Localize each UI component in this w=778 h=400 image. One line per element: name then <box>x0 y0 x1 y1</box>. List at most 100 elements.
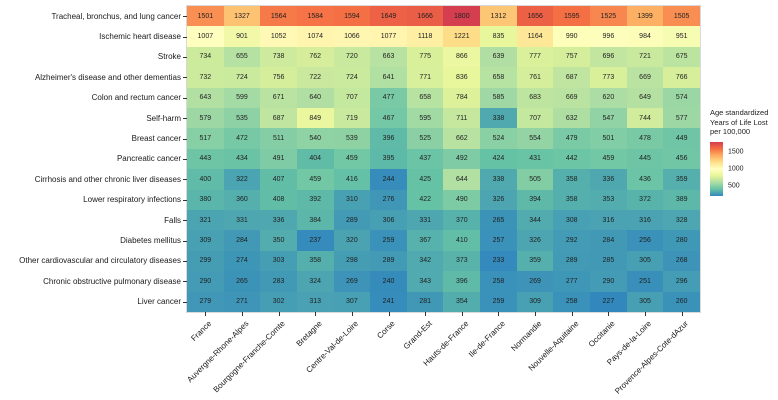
heatmap-cell: 836 <box>443 67 481 88</box>
y-axis-tick <box>183 301 187 303</box>
heatmap-cell: 237 <box>296 230 334 251</box>
x-axis-label: Bourgogne-Franche-Comte <box>211 319 287 395</box>
heatmap-cell: 687 <box>260 107 297 129</box>
heatmap-cell: 326 <box>480 189 517 210</box>
heatmap-cell: 554 <box>516 128 554 149</box>
heatmap-cell: 724 <box>223 67 261 88</box>
heatmap-cell: 722 <box>296 67 334 88</box>
heatmap-cell: 720 <box>333 46 371 68</box>
heatmap-cell: 289 <box>370 250 407 272</box>
heatmap-cell: 360 <box>223 189 261 210</box>
heatmap-cell: 269 <box>516 271 554 292</box>
heatmap-cell: 290 <box>590 271 627 292</box>
heatmap-cell: 640 <box>296 87 334 108</box>
y-axis-tick <box>183 240 187 242</box>
heatmap-cell: 396 <box>443 271 481 292</box>
heatmap-cell: 675 <box>663 46 700 68</box>
heatmap-cell: 951 <box>663 26 700 47</box>
y-axis-label: Liver cancer <box>137 297 181 307</box>
x-axis-tick <box>425 312 427 316</box>
heatmap-cell: 395 <box>370 148 407 170</box>
y-axis-tick <box>183 97 187 99</box>
heatmap-cell: 384 <box>296 209 334 231</box>
heatmap-cell: 658 <box>480 67 517 88</box>
heatmap-cell: 762 <box>296 46 334 68</box>
heatmap-cell: 1074 <box>296 26 334 47</box>
y-axis-label: Tracheal, bronchus, and lung cancer <box>51 11 181 21</box>
heatmap-cell: 577 <box>663 107 700 129</box>
heatmap-cell: 641 <box>370 67 407 88</box>
x-axis-label: France <box>189 319 214 343</box>
heatmap-cell: 1312 <box>480 6 517 27</box>
heatmap-cell: 436 <box>626 169 664 190</box>
legend-tick-label: 1500 <box>728 148 744 156</box>
heatmap-cell: 342 <box>406 250 444 272</box>
heatmap-cell: 359 <box>516 250 554 272</box>
heatmap-cell: 1052 <box>260 26 297 47</box>
heatmap-cell: 328 <box>663 209 700 231</box>
heatmap-cell: 336 <box>260 209 297 231</box>
heatmap-cell: 367 <box>406 230 444 251</box>
heatmap-cell: 540 <box>296 128 334 149</box>
heatmap-cell: 738 <box>260 46 297 68</box>
heatmap-cell: 308 <box>553 209 591 231</box>
heatmap-cell: 359 <box>663 169 700 190</box>
heatmap-cell: 996 <box>590 26 627 47</box>
x-axis-tick <box>645 312 647 316</box>
heatmap-cell: 1505 <box>663 6 700 27</box>
heatmap-cell: 240 <box>370 271 407 292</box>
heatmap-cell: 296 <box>663 271 700 292</box>
x-axis-tick <box>388 312 390 316</box>
heatmap-cell: 258 <box>553 291 591 312</box>
x-axis-tick <box>571 312 573 316</box>
heatmap-cell: 517 <box>187 128 224 149</box>
y-axis-tick <box>183 16 187 18</box>
heatmap-cell: 280 <box>663 230 700 251</box>
heatmap-cell: 491 <box>260 148 297 170</box>
heatmap-cell: 343 <box>406 271 444 292</box>
x-axis-tick <box>241 312 243 316</box>
y-axis-label: Alzheimer's disease and other dementias <box>34 72 181 82</box>
x-axis-label: Occitanie <box>586 319 617 349</box>
heatmap-cell: 901 <box>223 26 261 47</box>
heatmap-cell: 344 <box>516 209 554 231</box>
heatmap-cell: 431 <box>516 148 554 170</box>
heatmap-cell: 358 <box>553 189 591 210</box>
heatmap-cell: 338 <box>480 169 517 190</box>
heatmap-cell: 404 <box>296 148 334 170</box>
heatmap-cell: 407 <box>260 169 297 190</box>
legend-title: per 100,000 <box>710 127 751 136</box>
y-axis-tick <box>183 57 187 58</box>
heatmap-cell: 316 <box>626 209 664 231</box>
heatmap-cell: 721 <box>626 46 664 68</box>
heatmap-cell: 757 <box>553 46 591 68</box>
y-axis-tick <box>183 199 187 201</box>
heatmap-cell: 835 <box>480 26 517 47</box>
y-axis-tick <box>183 261 187 262</box>
heatmap-cell: 306 <box>370 209 407 231</box>
x-axis-label: Auvergne-Rhone-Alpes <box>185 319 251 385</box>
heatmap-cell: 425 <box>406 169 444 190</box>
heatmap-cell: 1066 <box>333 26 371 47</box>
heatmap-cell: 1501 <box>187 6 224 27</box>
heatmap-cell: 279 <box>187 291 224 312</box>
heatmap-cell: 259 <box>480 291 517 312</box>
x-axis-tick <box>351 312 353 316</box>
heatmap-cell: 445 <box>626 148 664 170</box>
x-axis-tick <box>205 312 207 316</box>
heatmap-cell: 408 <box>260 189 297 210</box>
heatmap-cell: 434 <box>223 148 261 170</box>
y-axis-tick <box>183 36 187 38</box>
y-axis-tick <box>183 220 187 222</box>
heatmap-cell: 639 <box>480 46 517 68</box>
y-axis-tick <box>183 179 187 181</box>
heatmap-cell: 310 <box>333 189 371 210</box>
heatmap-cell: 1164 <box>516 26 554 47</box>
heatmap-cell: 539 <box>333 128 371 149</box>
heatmap-cell: 260 <box>663 291 700 312</box>
heatmap-cell: 1564 <box>260 6 297 27</box>
heatmap-cell: 663 <box>370 46 407 68</box>
heatmap-cell: 277 <box>553 271 591 292</box>
heatmap-cell: 372 <box>626 189 664 210</box>
heatmap-cell: 313 <box>296 291 334 312</box>
